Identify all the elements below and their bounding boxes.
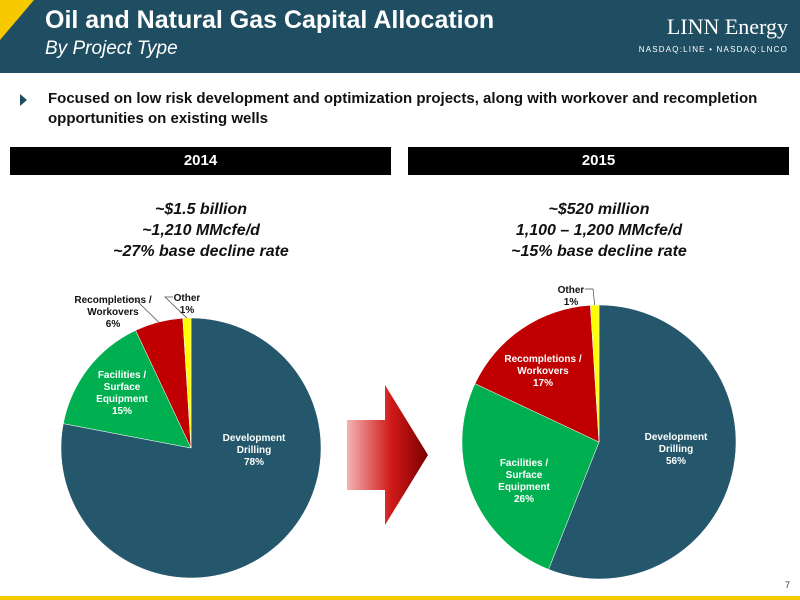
stat-capital: ~$520 million — [548, 201, 650, 218]
pie-leader-line-2014-other — [164, 296, 188, 319]
right-arrow-icon — [347, 385, 428, 525]
pie-label-2015-facilities-surface-equipment: Facilities / Surface Equipment 26% — [498, 458, 550, 505]
stat-production: 1,100 – 1,200 MMcfe/d — [515, 222, 683, 239]
pie-label-2014-development-drilling: Development Drilling 78% — [223, 433, 286, 468]
header-banner: Oil and Natural Gas Capital Allocation B… — [0, 0, 800, 73]
pie-slice-2014-facilities-surface-equipment — [63, 330, 192, 449]
pie-label-2015-other: Other 1% — [558, 285, 585, 308]
page-number: 7 — [784, 580, 790, 590]
pie-leader-line-2015-other — [585, 288, 596, 306]
stat-production: ~1,210 MMcfe/d — [142, 222, 260, 239]
pie-label-2014-recompletions-workovers: Recompletions / Workovers 6% — [74, 295, 151, 330]
pie-label-2015-development-drilling: Development Drilling 56% — [645, 432, 708, 467]
footer-line — [0, 596, 800, 600]
stat-capital: ~$1.5 billion — [154, 201, 248, 218]
stat-decline: ~27% base decline rate — [113, 243, 289, 260]
pie-slice-2014-other — [182, 317, 192, 449]
stats-2015: ~$520 million 1,100 – 1,200 MMcfe/d ~15%… — [449, 199, 749, 262]
page-subtitle: By Project Type — [45, 38, 178, 59]
bullet-text: Focused on low risk development and opti… — [48, 90, 758, 127]
pie-leader-line-2014-recompletions-workovers — [127, 298, 159, 323]
page-title: Oil and Natural Gas Capital Allocation — [45, 6, 495, 34]
pie-label-2015-recompletions-workovers: Recompletions / Workovers 17% — [504, 354, 581, 389]
year-header-2014: 2014 — [10, 147, 391, 175]
corner-accent — [0, 0, 34, 40]
pie-slice-2015-recompletions-workovers — [474, 305, 600, 443]
triangle-bullet-icon — [20, 94, 27, 106]
company-logo: LINN Energy — [666, 14, 788, 39]
pie-slice-2015-facilities-surface-equipment — [461, 383, 600, 570]
ticker-symbols: NASDAQ:LINE • NASDAQ:LNCO — [638, 45, 788, 54]
pie-label-2014-other: Other 1% — [174, 293, 201, 316]
stats-2014: ~$1.5 billion ~1,210 MMcfe/d ~27% base d… — [51, 199, 351, 262]
stat-decline: ~15% base decline rate — [511, 243, 687, 260]
year-header-2015: 2015 — [408, 147, 789, 175]
pie-label-2014-facilities-surface-equipment: Facilities / Surface Equipment 15% — [96, 370, 148, 417]
pie-slice-2015-development-drilling — [548, 304, 737, 580]
